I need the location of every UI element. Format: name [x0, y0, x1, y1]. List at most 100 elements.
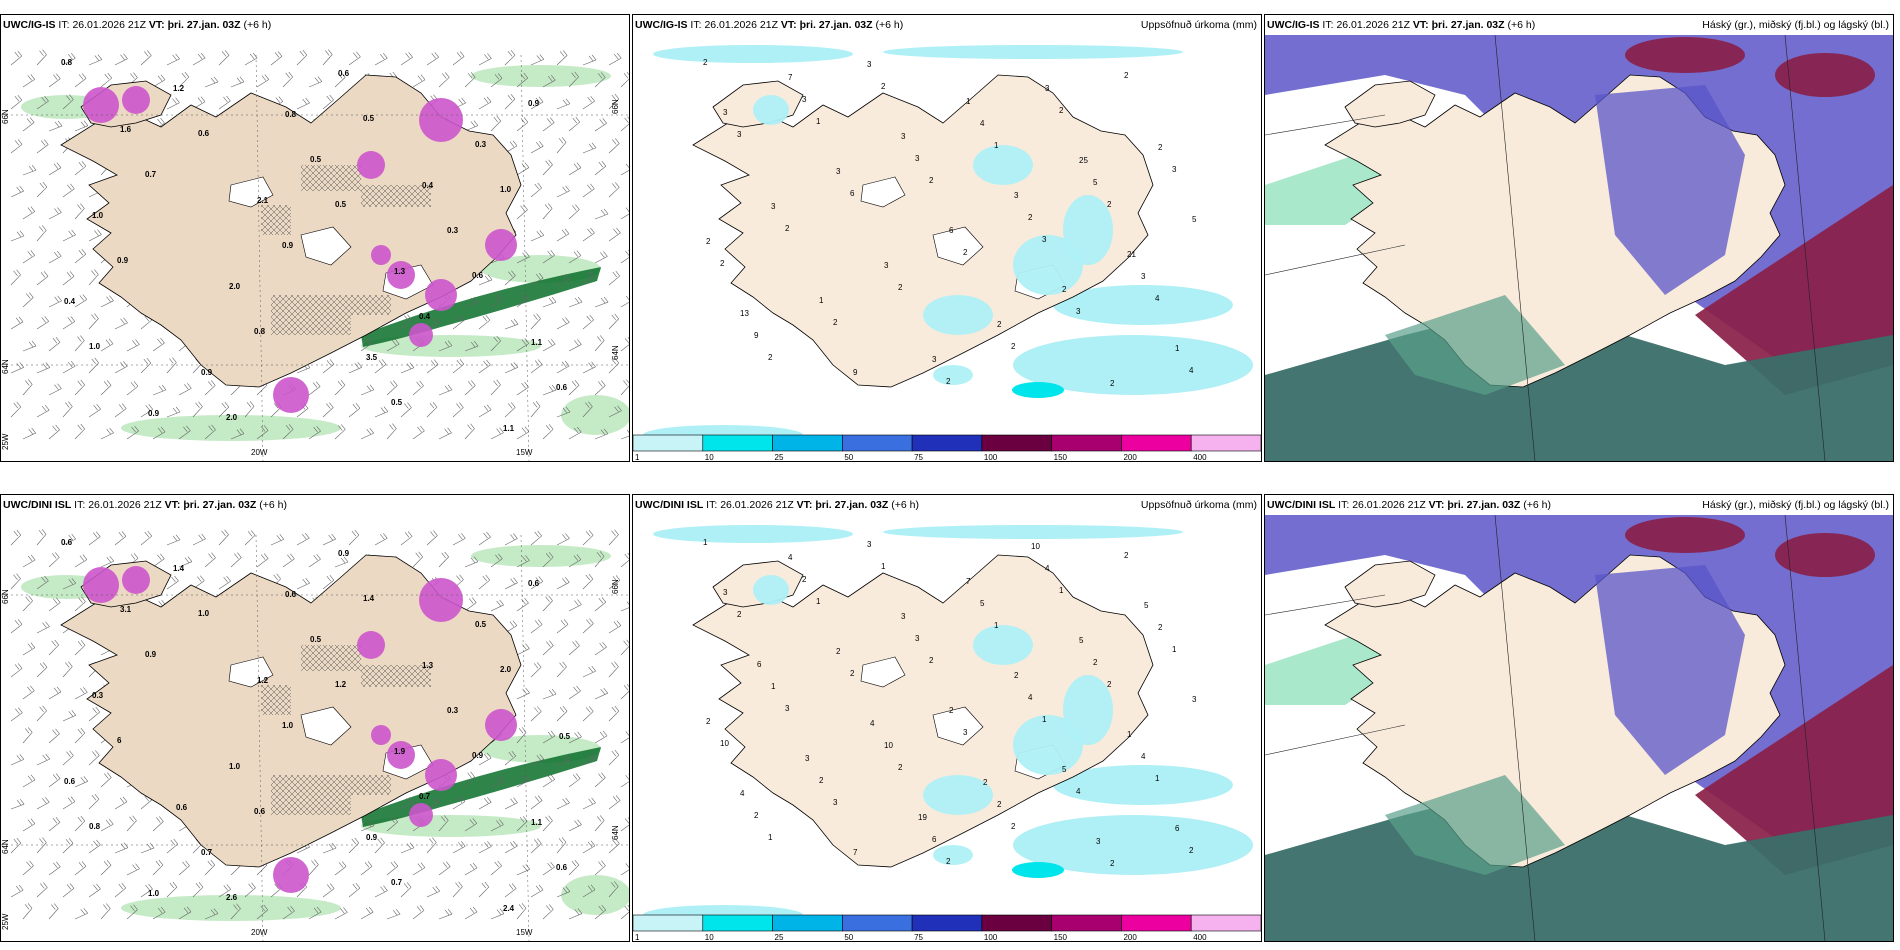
wind-barb — [36, 181, 48, 198]
colorbar-swatch — [1190, 434, 1261, 452]
precip-amount-label: 25 — [1079, 156, 1088, 165]
wind-barb — [74, 861, 87, 876]
wind-barb — [516, 117, 529, 132]
precip-colorbar: 1 10 25 50 75 100 150 200 400 — [633, 914, 1261, 941]
wind-barb — [244, 52, 258, 66]
precip-amount-label: 3 — [1076, 307, 1081, 316]
wind-barb — [438, 815, 449, 832]
wind-barb — [36, 404, 50, 418]
wind-barb — [36, 139, 49, 154]
precip-amount-label: 2 — [997, 320, 1002, 329]
wind-barb — [22, 117, 35, 132]
wind-barb — [192, 401, 203, 418]
wind-barb — [62, 229, 76, 242]
wind-barb — [348, 529, 360, 546]
wind-barb — [594, 551, 605, 568]
wind-barb — [374, 533, 388, 546]
precip-max — [1012, 862, 1064, 878]
wind-barb — [452, 315, 465, 330]
wind-barb — [230, 552, 242, 568]
precip-amount-label: 3 — [1192, 695, 1197, 704]
wind-barb — [114, 842, 129, 854]
wind-barb — [62, 661, 73, 678]
colorbar-swatch — [1051, 434, 1122, 452]
wind-barb — [256, 74, 270, 88]
wind-barb — [530, 182, 542, 198]
wind-barb — [452, 402, 464, 418]
precip-amount-label: 9 — [853, 368, 858, 377]
wind-barb — [568, 731, 582, 744]
colorbar-tick: 150 — [1054, 453, 1068, 461]
grid-label: 64N — [611, 345, 620, 360]
precip-amount-label: 6 — [932, 835, 937, 844]
grid-labels: 66N 64N 25W 20W 15W 64N 66N — [1, 534, 629, 941]
wind-barb — [10, 799, 25, 810]
wind-barb — [74, 908, 89, 920]
colorbar-tick: 200 — [1123, 453, 1137, 461]
precip-amount-label: 3 — [963, 728, 968, 737]
hatch-area — [331, 295, 391, 315]
precip-value-label: 0.7 — [145, 170, 157, 179]
wind-barb — [308, 425, 321, 440]
precip-amount-label: 1 — [994, 141, 999, 150]
wind-barb — [582, 314, 594, 330]
panel-header: UWC/IG-IS IT: 26.01.2026 21Z VT: þri. 27… — [1, 15, 629, 35]
wind-barb — [62, 796, 76, 810]
wind-barb — [556, 619, 569, 634]
wind-barb — [478, 796, 492, 810]
wind-barb — [608, 52, 622, 66]
precip-amount-label: 3 — [901, 612, 906, 621]
precip-value-label: 1.1 — [531, 818, 543, 827]
wind-barb — [374, 885, 388, 898]
precip-value-label: 0.5 — [363, 114, 375, 123]
precip-value-label: 0.6 — [285, 590, 297, 599]
precip-amount-label: 3 — [771, 202, 776, 211]
wind-barb — [620, 429, 629, 440]
wind-barb — [36, 529, 47, 546]
wind-barb — [542, 774, 556, 788]
wind-precip-map: 66N 64N 25W 20W 15W 64N 66N 0.6 1.0 1.2 0.9 0.8 2.6… — [1, 529, 629, 941]
wind-barb — [36, 662, 48, 678]
precip-value-label: 1.2 — [257, 676, 269, 685]
colorbar-tick: 75 — [914, 933, 923, 941]
wind-barb — [48, 337, 61, 352]
cloud-map — [1265, 515, 1893, 941]
wind-barb — [62, 883, 75, 898]
precip-value-label: 0.9 — [201, 368, 213, 377]
wind-barb — [88, 839, 101, 854]
glacier — [300, 226, 352, 266]
wind-barb — [36, 95, 49, 110]
colorbar-tick: 25 — [775, 453, 784, 461]
precip-band — [561, 875, 629, 915]
precip-value-label: 1.6 — [120, 125, 132, 134]
precip-value-label: 1.0 — [92, 211, 104, 220]
wind-barb — [594, 860, 606, 876]
wind-barb — [126, 425, 139, 440]
wind-barb — [452, 841, 466, 854]
wind-barb — [360, 427, 374, 440]
wind-barb — [464, 120, 479, 132]
colorbar-tick: 200 — [1123, 933, 1137, 941]
wind-barb — [244, 882, 256, 898]
wind-barb — [504, 93, 516, 110]
wind-barb — [556, 837, 567, 854]
wind-barb — [556, 754, 571, 766]
wind-barb — [620, 249, 629, 264]
precip-value-label: 1.4 — [173, 564, 185, 573]
wind-barb — [74, 73, 87, 88]
wind-barb — [490, 115, 502, 132]
precip-amount-label: 6 — [757, 660, 762, 669]
colorbar-swatch — [911, 914, 983, 932]
wind-barb — [36, 621, 50, 634]
wind-barb — [308, 76, 323, 88]
wind-barb — [74, 120, 89, 132]
precip-blob — [425, 759, 457, 791]
projection-line — [1265, 724, 1406, 756]
wind-barb — [426, 837, 437, 854]
wind-barb — [218, 50, 230, 66]
precip-amount-label: 2 — [963, 248, 968, 257]
panel-header: UWC/IG-IS IT: 26.01.2026 21Z VT: þri. 27… — [633, 15, 1261, 35]
iceland-map — [643, 45, 1253, 445]
wind-barb — [334, 380, 346, 396]
wind-barb — [594, 72, 606, 88]
